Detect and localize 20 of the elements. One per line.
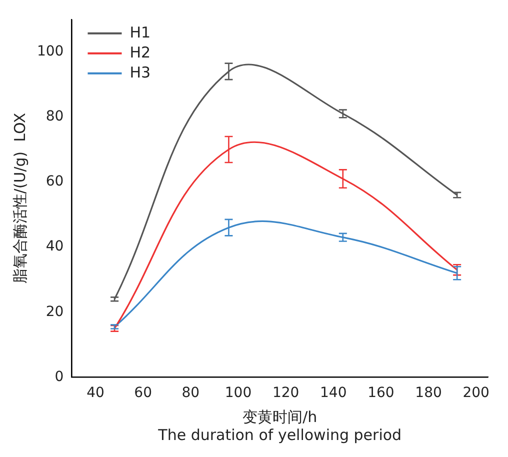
y-tick-label: 60 (46, 174, 64, 190)
y-tick-label: 100 (36, 44, 64, 60)
x-tick-label: 60 (134, 385, 152, 402)
y-tick-label: 0 (54, 368, 64, 385)
x-tick-label: 40 (86, 385, 104, 402)
y-tick-label: 40 (46, 238, 64, 255)
x-axis-title: 变黄时间/h The duration of yellowing period (157, 408, 402, 444)
y-axis-title: 脂氧合酶活性/(U/g) LOX (10, 112, 29, 284)
x-tick-label: 80 (182, 385, 200, 402)
x-tick-label: 160 (368, 385, 394, 402)
x-tick-label: 140 (320, 385, 347, 402)
y-tick-label: 80 (46, 108, 64, 125)
legend-label: H2 (130, 43, 151, 62)
x-tick-label: 180 (415, 385, 442, 402)
legend-label: H3 (130, 63, 151, 82)
legend-label: H1 (130, 23, 151, 42)
x-tick-label: 100 (224, 385, 252, 402)
x-tick-label: 200 (462, 385, 490, 402)
y-tick-label: 20 (46, 304, 64, 320)
x-tick-label: 120 (272, 385, 300, 402)
